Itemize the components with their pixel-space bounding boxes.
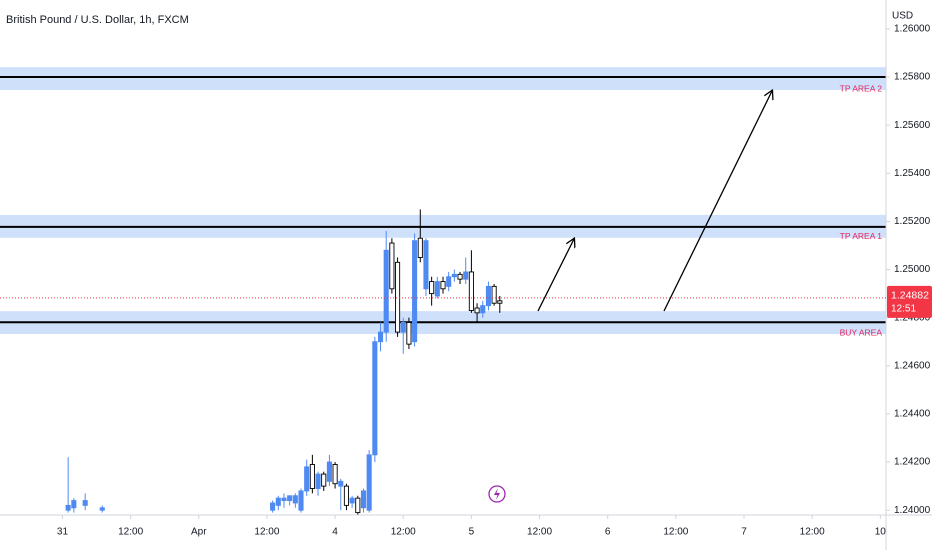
candle-body xyxy=(270,502,276,511)
y-tick-label: 1.25600 xyxy=(894,120,931,131)
arrow xyxy=(537,239,574,312)
x-tick-label: 10 xyxy=(875,527,887,538)
candle-body xyxy=(275,497,281,506)
candle-body xyxy=(457,273,463,280)
candle-body xyxy=(383,249,389,333)
x-tick-label: 12:00 xyxy=(391,527,416,538)
candle-body xyxy=(281,497,287,502)
candle-body xyxy=(366,454,372,511)
candle-body xyxy=(429,281,435,295)
candle-body xyxy=(298,490,304,511)
y-tick-label: 1.26000 xyxy=(894,24,931,35)
candles xyxy=(65,209,503,515)
zone-label: TP AREA 1 xyxy=(840,231,883,241)
current-price-box xyxy=(887,285,932,318)
x-tick-label: 12:00 xyxy=(118,527,143,538)
candle-body xyxy=(99,507,105,511)
arrow xyxy=(663,91,772,312)
x-tick-label: 12:00 xyxy=(254,527,279,538)
y-tick-label: 1.24000 xyxy=(894,505,931,516)
x-tick-label: 4 xyxy=(332,527,338,538)
current-price-label: 1.24882 xyxy=(891,290,929,302)
zones: TP AREA 2 TP AREA 1 BUY AREA xyxy=(0,67,886,337)
x-tick-label: 31 xyxy=(57,527,69,538)
y-tick-label: 1.25800 xyxy=(894,72,931,83)
axes: 1.26000 1.25800 1.25600 1.25400 1.25200 1.250… xyxy=(57,24,931,538)
candle-body xyxy=(446,276,452,287)
candle-body xyxy=(406,322,412,345)
zone-band xyxy=(0,67,886,91)
candle-body xyxy=(497,300,503,304)
candle-body xyxy=(349,497,355,504)
candle-body xyxy=(360,490,367,509)
countdown-label: 12:51 xyxy=(891,304,916,315)
candle-body xyxy=(315,473,321,489)
candle-body xyxy=(332,464,338,485)
candle-body xyxy=(468,271,474,311)
candle-body xyxy=(451,273,457,278)
candle-body xyxy=(377,331,384,343)
x-tick-label: 12:00 xyxy=(527,527,552,538)
candle-body xyxy=(389,242,395,290)
candle-body xyxy=(343,485,349,506)
candle-body xyxy=(71,500,77,509)
y-tick-label: 1.25000 xyxy=(894,264,931,275)
candle-body xyxy=(423,240,429,290)
y-tick-label: 1.25200 xyxy=(894,216,931,227)
candle-body xyxy=(65,504,71,511)
candle-body xyxy=(412,240,418,343)
x-tick-label: 7 xyxy=(741,527,747,538)
candle-body xyxy=(434,281,440,297)
y-tick-label: 1.24400 xyxy=(894,409,931,420)
candle-body xyxy=(292,495,298,504)
x-tick-label: 6 xyxy=(605,527,611,538)
candle-body xyxy=(287,495,293,502)
x-tick-label: 5 xyxy=(469,527,475,538)
candle-body xyxy=(417,237,423,258)
currency-label: USD xyxy=(892,11,913,22)
candle-body xyxy=(480,305,486,314)
candle-body xyxy=(338,480,344,487)
zone-label: BUY AREA xyxy=(840,327,883,337)
x-tick-label: 12:00 xyxy=(800,527,825,538)
y-tick-label: 1.24200 xyxy=(894,457,931,468)
event-icon[interactable] xyxy=(488,485,506,503)
candle-body xyxy=(355,497,361,514)
candle-body xyxy=(485,285,491,307)
candle-body xyxy=(304,466,310,492)
x-tick-label: 12:00 xyxy=(663,527,688,538)
x-tick-label: Apr xyxy=(191,527,207,538)
candle-body xyxy=(463,271,469,280)
candle-body xyxy=(372,341,378,456)
zone-label: TP AREA 2 xyxy=(840,83,883,93)
candle-body xyxy=(474,307,480,314)
candle-body xyxy=(321,473,327,487)
y-tick-label: 1.25400 xyxy=(894,168,931,179)
candle-body xyxy=(491,285,497,304)
candle-body xyxy=(309,464,315,489)
chart-title: British Pound / U.S. Dollar, 1h, FXCM xyxy=(6,14,189,26)
y-tick-label: 1.24600 xyxy=(894,360,931,371)
candle-body xyxy=(440,281,446,290)
candle-body xyxy=(326,461,332,482)
candle-body xyxy=(82,500,88,506)
candle-body xyxy=(400,322,406,333)
candle-body xyxy=(395,261,401,333)
